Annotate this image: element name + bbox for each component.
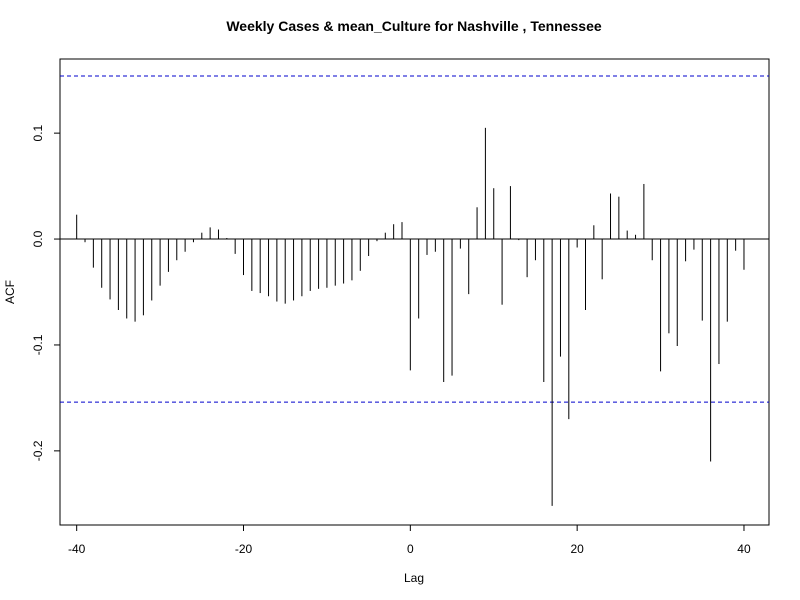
chart-title: Weekly Cases & mean_Culture for Nashvill…	[226, 18, 602, 34]
x-tick-label: 40	[737, 542, 751, 556]
y-axis-label: ACF	[3, 280, 17, 304]
y-axis: -0.2 -0.1 0.0 0.1	[31, 124, 60, 461]
x-tick-label: -20	[235, 542, 253, 556]
x-axis: -40 -20 0 20 40	[68, 525, 751, 556]
plot-frame	[59, 58, 770, 526]
y-tick-label: -0.2	[31, 440, 45, 461]
x-tick-label: -40	[68, 542, 86, 556]
y-tick-label: 0.1	[31, 124, 45, 141]
y-tick-label: -0.1	[31, 334, 45, 355]
x-tick-label: 0	[407, 542, 414, 556]
x-tick-label: 20	[570, 542, 584, 556]
plot-area	[60, 75, 769, 506]
y-tick-label: 0.0	[31, 230, 45, 247]
x-axis-label: Lag	[404, 571, 424, 585]
